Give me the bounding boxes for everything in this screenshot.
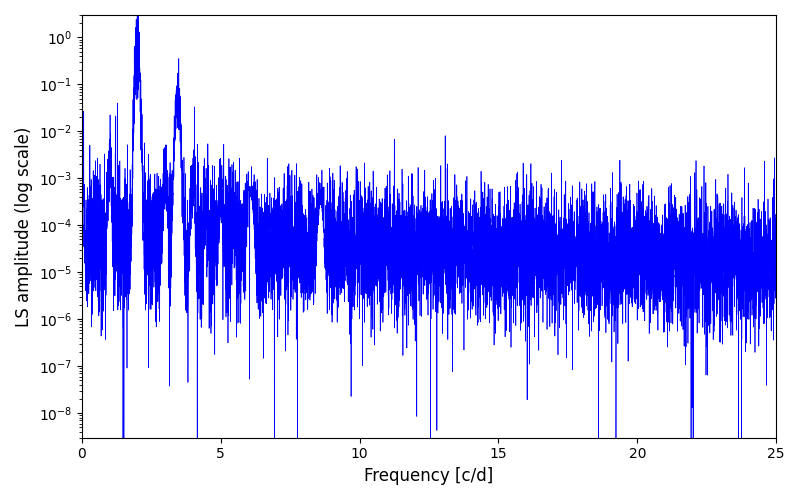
X-axis label: Frequency [c/d]: Frequency [c/d] [364,467,494,485]
Y-axis label: LS amplitude (log scale): LS amplitude (log scale) [15,126,33,326]
